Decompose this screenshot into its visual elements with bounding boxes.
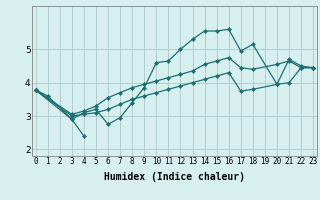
X-axis label: Humidex (Indice chaleur): Humidex (Indice chaleur) (104, 172, 245, 182)
